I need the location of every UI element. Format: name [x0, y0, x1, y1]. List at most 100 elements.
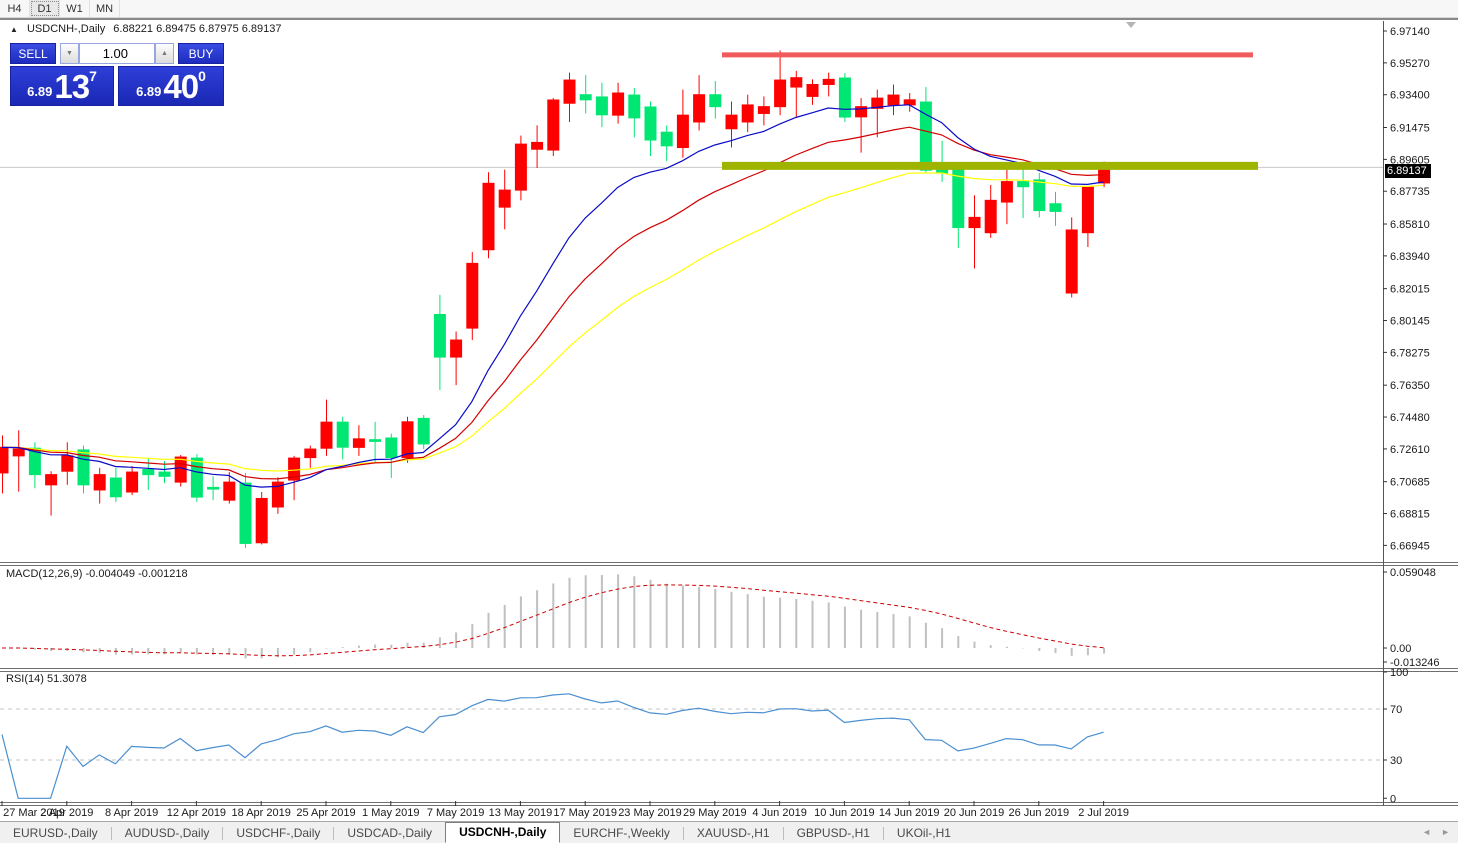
timeframe-button-w1[interactable]: W1 [60, 0, 90, 17]
candle-body [644, 106, 657, 141]
candle-body [433, 313, 446, 358]
timeframe-button-h4[interactable]: H4 [0, 0, 30, 17]
buy-button[interactable]: BUY [178, 43, 224, 64]
rsi-line [1, 693, 1104, 799]
candle-body [207, 486, 220, 490]
macd-axis-label: 0.00 [1390, 643, 1411, 655]
date-axis-label: 1 May 2019 [362, 807, 419, 819]
candle-body [61, 455, 74, 472]
candle-body [741, 104, 754, 123]
rsi-axis-label: 30 [1390, 755, 1402, 767]
symbol-period-label: USDCNH-,Daily [26, 23, 106, 35]
candle-body [369, 439, 382, 442]
date-axis-label: 20 Jun 2019 [944, 807, 1005, 819]
price-axis-label: 6.76350 [1390, 380, 1430, 392]
candle-body [482, 182, 495, 251]
candle-body [288, 457, 301, 481]
tab-separator [782, 826, 784, 840]
candle-body [1065, 229, 1078, 294]
tab-xauusd-h1[interactable]: XAUUSD-,H1 [696, 826, 770, 840]
candle-body [612, 92, 625, 116]
candle-body [1081, 186, 1094, 234]
tab-gbpusd-h1[interactable]: GBPUSD-,H1 [796, 826, 870, 840]
volume-input[interactable]: 1.00 [79, 43, 155, 64]
candle-body [417, 417, 430, 445]
rsi-label: RSI(14) 51.3078 [6, 673, 87, 685]
candle-body [255, 497, 268, 544]
candle-body [887, 94, 900, 106]
tab-scroll-left-icon[interactable]: ◄ [1422, 827, 1432, 837]
candle-body [693, 94, 706, 123]
candle-body [514, 143, 527, 191]
sell-button[interactable]: SELL [10, 43, 56, 64]
price-axis-label: 6.66945 [1390, 540, 1430, 552]
candle-body [158, 471, 171, 477]
price-axis-label: 6.93400 [1390, 90, 1430, 102]
date-axis-label: 10 Jun 2019 [814, 807, 875, 819]
sell-price-button[interactable]: 6.89 13 7 [10, 66, 115, 106]
candle-body [109, 477, 122, 498]
price-axis-label: 6.97140 [1390, 26, 1430, 38]
buy-price-button[interactable]: 6.89 40 0 [118, 66, 224, 106]
candle-body [28, 447, 41, 476]
candle-body [401, 421, 414, 459]
tab-separator [110, 826, 112, 840]
price-axis-label: 6.82015 [1390, 284, 1430, 296]
date-axis-label: 27 Mar 2019 [3, 807, 65, 819]
candle-body [838, 77, 851, 118]
macd-axis-label: -0.013246 [1390, 657, 1440, 669]
date-axis-label: 13 May 2019 [489, 807, 553, 819]
date-axis-label: 4 Jun 2019 [752, 807, 806, 819]
timeframe-button-d1[interactable]: D1 [30, 0, 60, 17]
candle-body [822, 78, 835, 85]
panel-separator [0, 668, 1458, 672]
candle-body [595, 96, 608, 116]
tab-usdcnh-daily[interactable]: USDCNH-,Daily [445, 821, 561, 843]
tab-separator [333, 826, 335, 840]
candle-body [0, 446, 9, 474]
candle-body [352, 438, 365, 448]
buy-price-big: 40 [163, 68, 199, 105]
buy-price-prefix: 6.89 [136, 84, 162, 99]
price-axis-label: 6.95270 [1390, 58, 1430, 70]
tab-usdcad-daily[interactable]: USDCAD-,Daily [347, 826, 433, 840]
tab-usdchf-daily[interactable]: USDCHF-,Daily [236, 826, 321, 840]
candle-body [336, 421, 349, 448]
tab-audusd-daily[interactable]: AUDUSD-,Daily [124, 826, 210, 840]
tab-scroll-right-icon[interactable]: ► [1441, 827, 1450, 837]
candle-body [547, 99, 560, 151]
date-axis-label: 23 May 2019 [618, 807, 682, 819]
trade-panel-collapse-icon[interactable]: ▲ [10, 25, 18, 34]
candle-body [903, 99, 916, 106]
price-axis-label: 6.68815 [1390, 509, 1430, 521]
candle-body [174, 456, 187, 483]
date-axis-label: 26 Jun 2019 [1009, 807, 1070, 819]
tab-ukoil-h1[interactable]: UKOil-,H1 [896, 826, 951, 840]
candle-body [1000, 181, 1013, 203]
timeframe-button-mn[interactable]: MN [90, 0, 120, 17]
candle-body [223, 481, 236, 501]
candle-body [1017, 181, 1030, 188]
price-axis-label: 6.74480 [1390, 412, 1430, 424]
candle-body [385, 437, 398, 459]
tab-scroll-controls: ◄ ► [1422, 827, 1450, 837]
macd-signal-line [2, 584, 1104, 657]
tab-separator [882, 826, 884, 840]
candle-body [320, 421, 333, 449]
candle-body [1049, 203, 1062, 212]
candle-body [790, 77, 803, 88]
candle-body [450, 339, 463, 358]
sell-price-prefix: 6.89 [27, 84, 53, 99]
tab-eurusd-daily[interactable]: EURUSD-,Daily [13, 826, 98, 840]
chart-shift-marker-icon[interactable] [1126, 22, 1136, 28]
volume-decrease-button[interactable]: ▼ [60, 43, 79, 64]
tab-eurchf-weekly[interactable]: EURCHF-,Weekly [573, 826, 670, 840]
mid-ma-line [1, 126, 1104, 480]
price-axis-label: 6.80145 [1390, 316, 1430, 328]
volume-increase-button[interactable]: ▲ [155, 43, 174, 64]
panel-separator [0, 802, 1458, 806]
buy-price-pip: 0 [198, 68, 206, 84]
candle-body [871, 97, 884, 109]
candle-body [579, 94, 592, 101]
